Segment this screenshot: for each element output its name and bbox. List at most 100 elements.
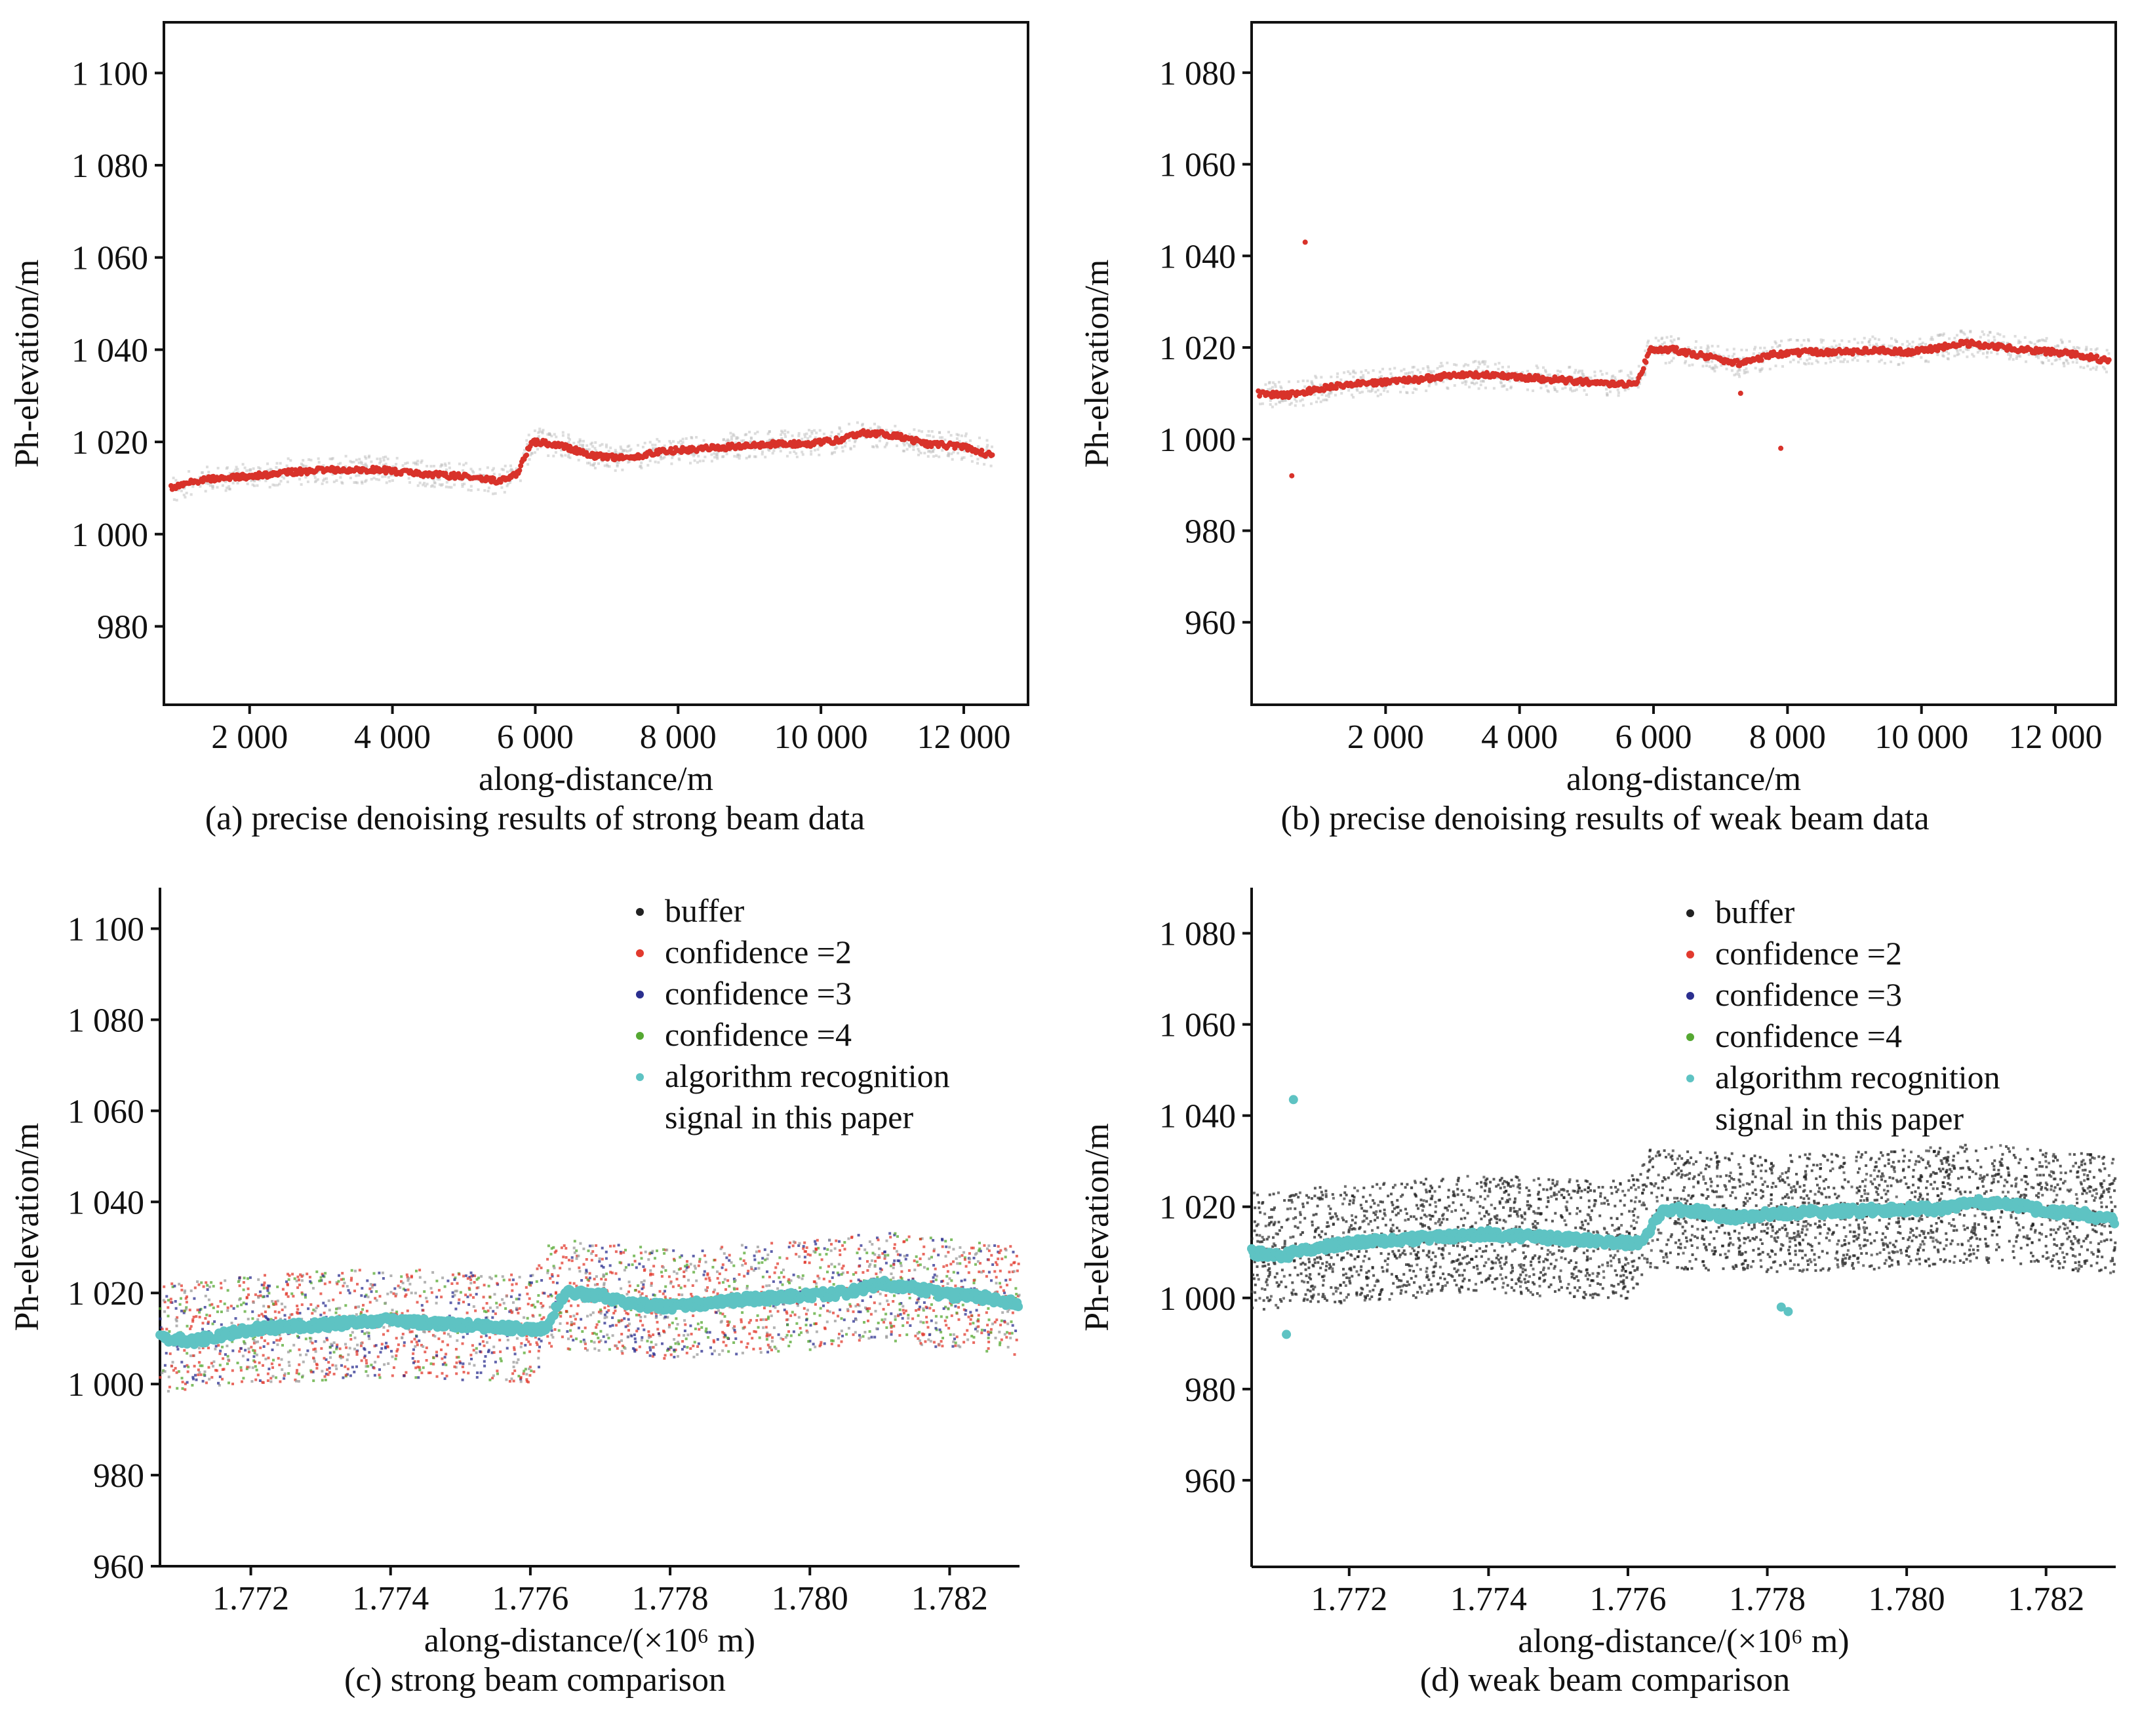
background-photon — [200, 1281, 203, 1284]
background-photon — [818, 1276, 821, 1280]
halo-photon — [1996, 352, 1999, 355]
background-photon — [416, 1366, 420, 1369]
halo-photon — [1506, 370, 1509, 373]
background-photon — [271, 1366, 274, 1370]
halo-photon — [1497, 361, 1501, 365]
background-photon — [335, 1347, 338, 1351]
background-photon — [367, 1295, 370, 1299]
halo-photon — [1711, 360, 1714, 363]
halo-photon — [1875, 342, 1878, 345]
halo-photon — [1740, 348, 1743, 351]
halo-photon — [1356, 389, 1359, 392]
background-photon — [866, 1309, 869, 1312]
halo-photon — [810, 452, 813, 456]
halo-photon — [1736, 370, 1739, 373]
background-photon — [879, 1292, 882, 1295]
halo-photon — [1720, 364, 1723, 367]
halo-photon — [1796, 339, 1799, 342]
halo-photon — [627, 460, 631, 463]
halo-photon — [617, 461, 620, 464]
signal-point — [989, 452, 995, 458]
background-photon — [942, 1265, 945, 1269]
background-photon — [454, 1276, 457, 1280]
background-photon — [723, 1332, 726, 1335]
background-photon — [672, 1249, 675, 1252]
background-photon — [395, 1350, 399, 1353]
halo-photon — [1553, 388, 1556, 391]
halo-photon — [778, 446, 781, 449]
background-photon — [473, 1274, 477, 1278]
halo-photon — [713, 452, 716, 455]
background-photon — [806, 1331, 809, 1334]
background-photon — [402, 1288, 405, 1291]
halo-photon — [256, 484, 259, 487]
background-photon — [840, 1330, 843, 1333]
background-photon — [511, 1283, 514, 1286]
halo-photon — [349, 460, 352, 463]
background-photon — [287, 1295, 290, 1298]
halo-photon — [1758, 352, 1761, 355]
halo-photon — [1406, 372, 1410, 375]
halo-photon — [935, 454, 938, 458]
y-tick-label: 980 — [1185, 513, 1236, 551]
halo-photon — [1599, 370, 1602, 373]
halo-photon — [2072, 345, 2075, 349]
halo-photon — [246, 483, 249, 486]
background-photon — [208, 1314, 211, 1317]
halo-photon — [300, 462, 303, 465]
background-photon — [557, 1329, 561, 1332]
halo-photon — [1332, 382, 1336, 385]
halo-photon — [1629, 372, 1633, 376]
halo-photon — [1735, 372, 1738, 376]
background-photon — [987, 1249, 991, 1252]
signal-point — [1758, 357, 1764, 363]
background-photon — [462, 1301, 465, 1303]
halo-photon — [360, 460, 363, 464]
background-photon — [532, 1303, 535, 1307]
background-photon — [848, 1303, 852, 1306]
background-photon — [972, 1335, 976, 1339]
background-photon — [713, 1288, 717, 1292]
halo-photon — [1713, 351, 1716, 354]
halo-photon — [1297, 380, 1299, 384]
background-photon — [604, 1250, 608, 1253]
halo-photon — [1347, 389, 1351, 392]
background-photon — [929, 1236, 932, 1240]
halo-photon — [1918, 343, 1921, 346]
background-photon — [962, 1341, 966, 1344]
background-photon — [416, 1301, 419, 1304]
background-photon — [693, 1265, 696, 1268]
halo-photon — [797, 432, 801, 435]
halo-photon — [2047, 359, 2050, 362]
background-photon — [1009, 1336, 1012, 1339]
halo-photon — [795, 452, 798, 455]
halo-photon — [2078, 347, 2081, 349]
halo-photon — [2102, 365, 2105, 368]
background-photon — [267, 1356, 270, 1360]
background-photon — [474, 1309, 477, 1312]
halo-photon — [913, 428, 916, 431]
background-photon — [330, 1344, 334, 1347]
halo-photon — [713, 456, 717, 459]
halo-photon — [363, 455, 367, 458]
background-photon — [623, 1269, 626, 1272]
background-photon — [748, 1332, 751, 1335]
background-photon — [512, 1366, 515, 1368]
halo-photon — [1526, 388, 1529, 391]
halo-photon — [1593, 370, 1596, 374]
background-photon — [963, 1256, 966, 1259]
halo-photon — [1484, 360, 1487, 363]
background-photon — [165, 1328, 168, 1331]
background-photon — [502, 1278, 505, 1282]
background-photon — [372, 1272, 376, 1275]
background-photon — [186, 1381, 189, 1384]
background-photon — [653, 1311, 656, 1314]
halo-photon — [2062, 362, 2065, 365]
background-photon — [334, 1364, 338, 1368]
background-photon — [171, 1285, 174, 1288]
halo-photon — [253, 484, 256, 488]
background-photon — [443, 1377, 446, 1380]
halo-photon — [412, 462, 415, 465]
halo-photon — [2036, 353, 2040, 357]
background-photon — [471, 1344, 474, 1347]
